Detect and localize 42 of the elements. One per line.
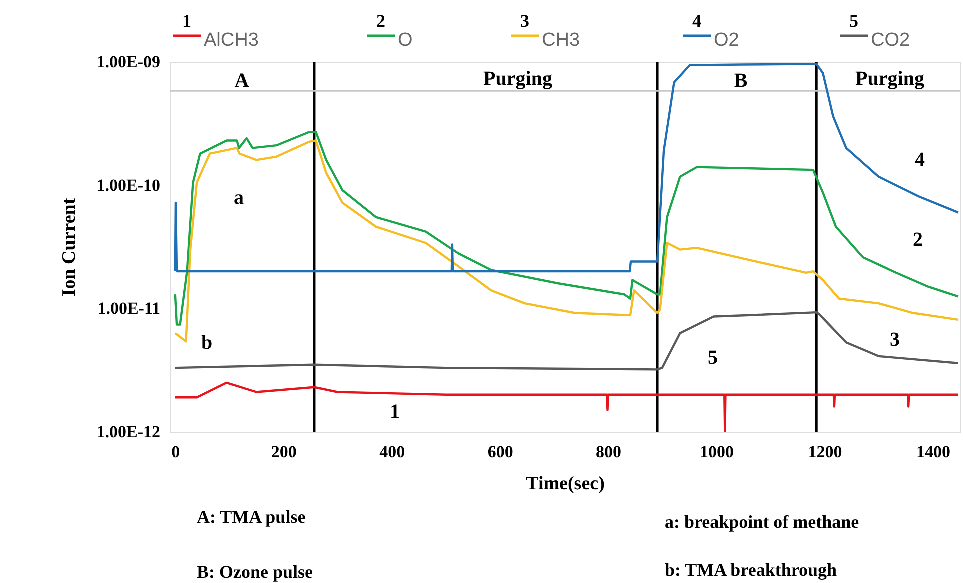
text: 1 bbox=[182, 11, 192, 31]
annotation: A bbox=[234, 70, 250, 92]
line-series bbox=[174, 63, 960, 273]
text: b: TMA breakthrough bbox=[665, 560, 838, 580]
line-series bbox=[174, 382, 960, 432]
x-tick-label: 1400 bbox=[916, 442, 950, 462]
legend-label: CH3 bbox=[542, 30, 580, 51]
annotation: Purging bbox=[484, 68, 552, 90]
annotation: 5 bbox=[708, 347, 718, 369]
x-tick-label: 600 bbox=[488, 442, 514, 462]
legend-label: CO2 bbox=[871, 30, 910, 51]
x-tick-label: 1000 bbox=[700, 442, 734, 462]
x-tick-label: 1200 bbox=[808, 442, 842, 462]
y-tick-label: 1.00E-12 bbox=[96, 422, 160, 442]
y-tick-label: 1.00E-11 bbox=[98, 299, 160, 318]
x-tick-label: 800 bbox=[596, 442, 622, 462]
y-tick-label: 1.00E-09 bbox=[96, 52, 160, 72]
x-tick-label: 0 bbox=[172, 442, 180, 462]
annotation: b bbox=[201, 332, 213, 354]
annotation: B bbox=[734, 70, 748, 92]
legend-label: AlCH3 bbox=[204, 30, 259, 51]
text: A: TMA pulse bbox=[197, 507, 306, 527]
text: 3 bbox=[520, 11, 530, 31]
annotation: a bbox=[234, 187, 244, 209]
y-tick-label: 1.00E-10 bbox=[96, 176, 160, 195]
x-tick-label: 200 bbox=[271, 442, 297, 462]
x-tick-label: 400 bbox=[380, 442, 406, 462]
text: 2 bbox=[376, 11, 386, 31]
annotation: 4 bbox=[915, 149, 925, 171]
text: B: Ozone pulse bbox=[197, 562, 314, 582]
x-axis-title: Time(sec) bbox=[526, 474, 605, 494]
y-axis-title: Ion Current bbox=[58, 198, 80, 297]
legend-label: O2 bbox=[714, 30, 740, 51]
line-series bbox=[174, 311, 960, 371]
annotation: Purging bbox=[856, 68, 924, 90]
annotation: 1 bbox=[390, 401, 400, 423]
annotation: 2 bbox=[913, 229, 923, 251]
legend-label: O bbox=[398, 30, 413, 51]
annotation: 3 bbox=[890, 329, 900, 351]
text: 5 bbox=[850, 11, 858, 31]
text: a: breakpoint of methane bbox=[665, 512, 860, 532]
text: 4 bbox=[692, 11, 702, 31]
